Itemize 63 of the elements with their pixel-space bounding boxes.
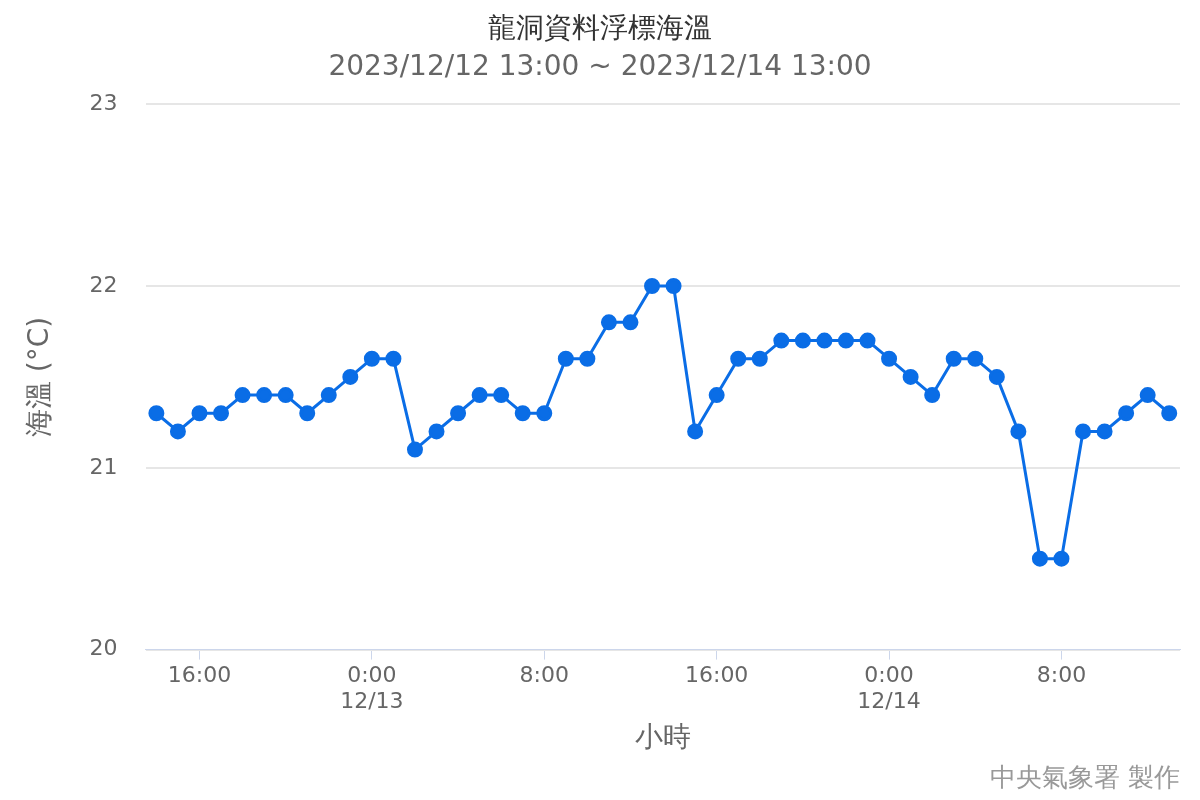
text: 中央氣象署 製作 [989,761,1180,792]
point [730,350,747,367]
x-tick-label: 8:00 [519,661,569,687]
point [213,405,230,422]
chart-subtitle: 2023/12/12 13:00 ~ 2023/12/14 13:00 [328,48,872,82]
point [751,350,768,367]
x-tick-label: 0:00 12/14 [857,661,921,713]
point [708,387,725,404]
point [644,278,661,294]
point [837,332,854,349]
point [579,350,596,367]
point [493,387,510,404]
point [256,387,273,404]
point [342,368,359,385]
point [450,405,467,422]
x-tick-label: 8:00 [1036,661,1087,687]
point [1053,550,1070,567]
point [859,332,876,349]
point [406,441,423,458]
point [794,332,811,349]
point [277,387,294,404]
x-tick-label: 0:00 12/13 [340,661,404,713]
y-tick-label: 21 [89,453,118,479]
point [385,350,402,367]
point [234,387,251,404]
point [902,368,919,385]
y-tick-label: 20 [89,635,118,661]
point [816,332,833,349]
point [1031,550,1048,567]
point [1075,423,1092,440]
point [514,405,531,422]
point [471,387,488,404]
y-axis-title: 海溫 (°C) [22,316,56,438]
point [536,405,553,422]
point [687,423,704,440]
point [1118,405,1135,422]
point [988,368,1005,385]
point [148,405,165,422]
point [363,350,380,367]
point [665,278,682,294]
point [945,350,962,367]
point [557,350,574,367]
point [191,405,208,422]
y-tick-label: 23 [89,89,118,115]
point [967,350,984,367]
point [320,387,337,404]
point [1139,387,1156,404]
y-tick-label: 22 [89,271,118,297]
point [1161,405,1178,422]
point [881,350,898,367]
point [428,423,445,440]
chart-title: 龍洞資料浮標海溫 [488,11,712,45]
x-tick-label: 16:00 [684,661,749,687]
point [773,332,790,349]
x-tick-label: 16:00 [167,661,232,687]
point [622,314,639,331]
point [299,405,316,422]
point [1010,423,1027,440]
point [924,387,941,404]
point [169,423,186,440]
x-axis-title: 小時 [634,720,691,754]
point [600,314,617,331]
point [1096,423,1113,440]
